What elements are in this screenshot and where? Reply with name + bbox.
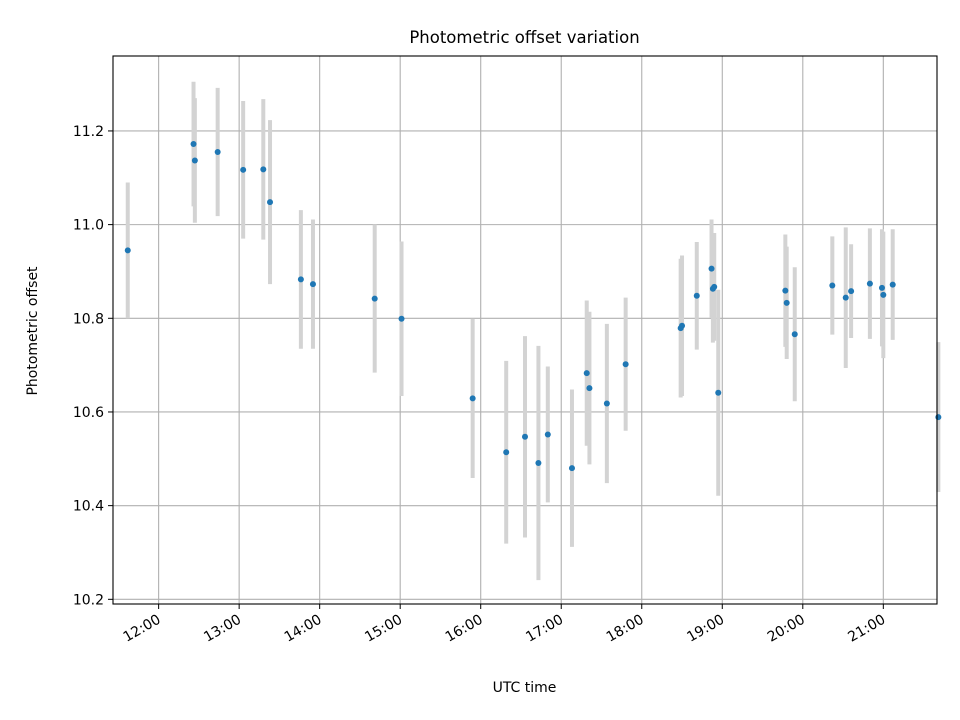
data-point — [240, 166, 247, 173]
data-point — [191, 157, 198, 164]
data-point — [880, 291, 887, 298]
x-axis-label: UTC time — [493, 680, 557, 696]
data-point — [708, 265, 715, 272]
data-point — [783, 299, 790, 306]
data-point — [371, 295, 378, 302]
data-point — [679, 322, 686, 329]
y-tick-label: 10.2 — [73, 592, 104, 608]
data-point — [535, 460, 542, 467]
data-point — [715, 389, 722, 396]
y-tick-label: 10.8 — [73, 311, 104, 327]
data-point — [522, 433, 528, 440]
data-point — [842, 294, 849, 301]
data-point — [190, 141, 197, 148]
data-point — [782, 287, 789, 294]
data-point — [214, 149, 221, 156]
y-tick-label: 11.2 — [73, 124, 104, 140]
data-point — [267, 199, 274, 206]
data-point — [866, 280, 873, 287]
data-point — [309, 281, 316, 288]
data-point — [503, 449, 510, 456]
data-point — [889, 281, 896, 288]
data-point — [603, 400, 610, 407]
y-tick-label: 11.0 — [73, 218, 104, 234]
data-point — [711, 283, 718, 290]
data-point — [586, 385, 593, 392]
data-point — [693, 292, 700, 299]
data-point — [297, 276, 304, 283]
y-tick-label: 10.4 — [73, 499, 104, 515]
data-point — [398, 315, 405, 322]
data-point — [935, 414, 942, 421]
data-point — [791, 331, 798, 338]
data-point — [260, 166, 267, 173]
data-point — [878, 284, 885, 291]
data-point — [469, 395, 476, 402]
plot-frame — [112, 55, 938, 605]
data-point — [829, 282, 836, 289]
chart-title: Photometric offset variation — [409, 28, 639, 47]
y-tick-label: 10.6 — [73, 405, 104, 421]
data-point — [568, 465, 575, 472]
y-axis-label: Photometric offset — [25, 266, 41, 396]
data-point — [124, 247, 131, 254]
data-point — [544, 431, 551, 438]
data-point — [848, 288, 855, 295]
data-point — [622, 361, 629, 368]
data-point — [583, 370, 590, 377]
